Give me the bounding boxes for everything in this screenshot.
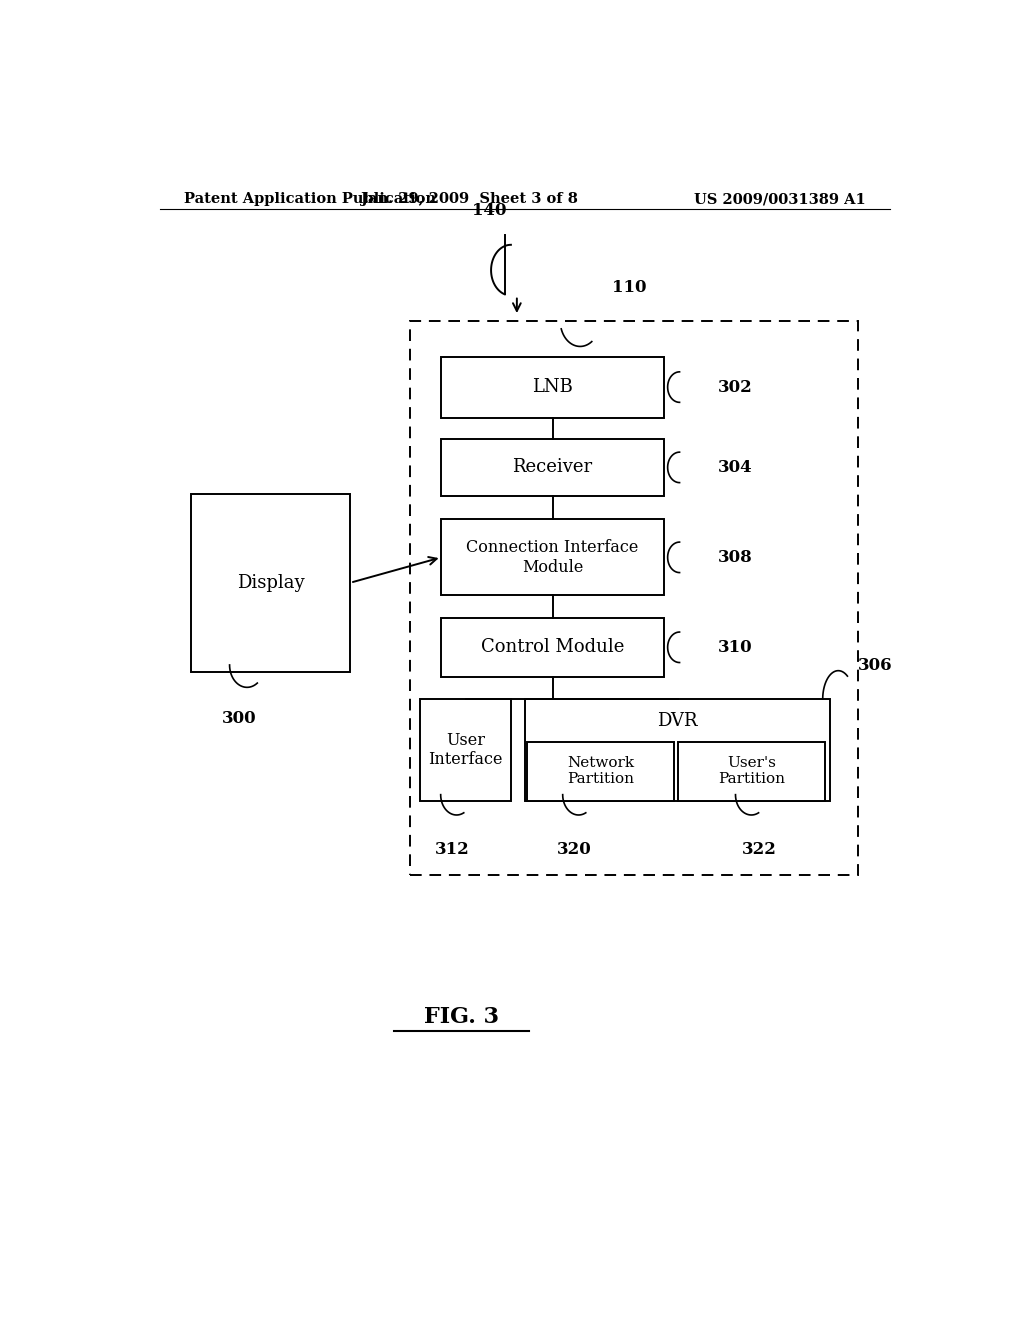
FancyBboxPatch shape — [527, 742, 674, 801]
FancyBboxPatch shape — [441, 440, 664, 496]
Text: User
Interface: User Interface — [428, 731, 503, 768]
Text: 304: 304 — [718, 459, 753, 477]
Text: 322: 322 — [741, 841, 777, 858]
FancyBboxPatch shape — [410, 321, 858, 875]
Text: DVR: DVR — [657, 713, 697, 730]
Text: LNB: LNB — [532, 378, 573, 396]
FancyBboxPatch shape — [441, 519, 664, 595]
FancyBboxPatch shape — [441, 618, 664, 677]
Text: US 2009/0031389 A1: US 2009/0031389 A1 — [694, 191, 866, 206]
Text: User's
Partition: User's Partition — [718, 756, 784, 787]
Text: Receiver: Receiver — [513, 458, 593, 477]
FancyBboxPatch shape — [441, 356, 664, 417]
Text: FIG. 3: FIG. 3 — [424, 1006, 499, 1028]
Text: 310: 310 — [718, 639, 753, 656]
Text: 312: 312 — [435, 841, 470, 858]
FancyBboxPatch shape — [191, 494, 350, 672]
Text: 140: 140 — [472, 202, 506, 219]
Text: Display: Display — [237, 574, 305, 591]
FancyBboxPatch shape — [420, 700, 511, 801]
Text: 110: 110 — [612, 279, 646, 296]
Text: 306: 306 — [858, 657, 893, 673]
Text: Network
Partition: Network Partition — [567, 756, 634, 787]
Text: Jan. 29, 2009  Sheet 3 of 8: Jan. 29, 2009 Sheet 3 of 8 — [360, 191, 578, 206]
FancyBboxPatch shape — [524, 700, 830, 801]
Text: Patent Application Publication: Patent Application Publication — [183, 191, 435, 206]
Text: 300: 300 — [222, 710, 256, 727]
Text: 302: 302 — [718, 379, 753, 396]
Text: Connection Interface
Module: Connection Interface Module — [466, 539, 639, 576]
Text: Control Module: Control Module — [481, 639, 625, 656]
FancyBboxPatch shape — [678, 742, 824, 801]
Text: 308: 308 — [718, 549, 753, 566]
Text: 320: 320 — [557, 841, 592, 858]
